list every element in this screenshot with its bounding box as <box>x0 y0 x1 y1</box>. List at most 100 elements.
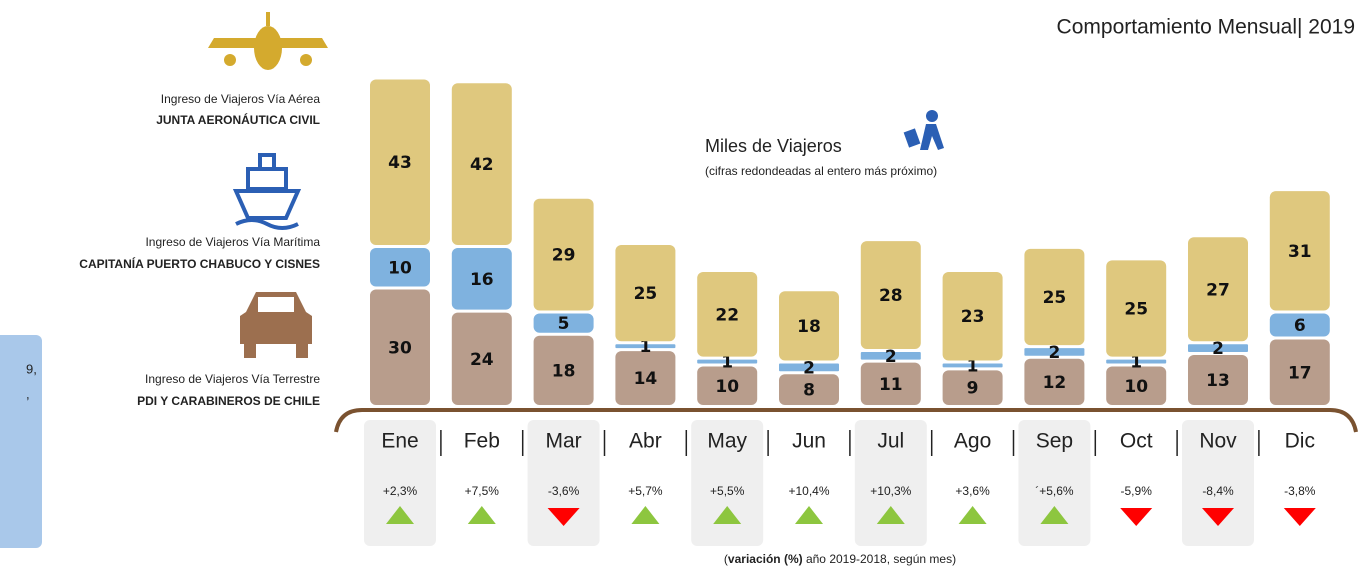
bar-segment <box>451 248 512 310</box>
value-label: 5 <box>558 314 570 334</box>
highlights <box>364 420 1254 546</box>
month-highlight <box>1018 420 1091 546</box>
value-label: 22 <box>715 305 739 325</box>
legend-source: JUNTA AERONÁUTICA CIVIL <box>156 112 320 127</box>
value-label: 12 <box>1043 373 1067 393</box>
value-label: 43 <box>388 153 412 173</box>
unit-note: (cifras redondeadas al entero más próxim… <box>705 164 937 178</box>
value-label: 17 <box>1288 363 1312 383</box>
bar-segment <box>1024 358 1085 405</box>
variation-label: +3,6% <box>955 484 990 498</box>
value-label: 6 <box>1294 316 1306 336</box>
variation-label: +5,5% <box>710 484 745 498</box>
bar-segment <box>370 248 430 287</box>
bar-segment <box>370 79 430 245</box>
up-arrow <box>876 506 905 524</box>
bar-segment <box>1024 348 1085 356</box>
bar-segment <box>451 83 512 245</box>
bar-segment <box>697 366 758 405</box>
bar-segment <box>1269 191 1330 311</box>
footnote-bold: variación (%) <box>728 552 803 566</box>
bar-segment <box>779 374 839 405</box>
bar-segment <box>533 198 594 311</box>
month-highlight <box>364 420 436 546</box>
ship-icon <box>232 153 302 230</box>
side-text: , <box>26 386 30 401</box>
bar-segment <box>1188 354 1248 405</box>
bar-segment <box>942 363 1003 368</box>
value-label: 13 <box>1206 371 1230 391</box>
bar-segment <box>779 363 839 372</box>
bar-segment <box>697 359 758 364</box>
month-highlight <box>1182 420 1254 546</box>
variation-label: +2,3% <box>383 484 418 498</box>
variation-label: +10,3% <box>870 484 911 498</box>
footnote: (variación (%) año 2019-2018, según mes) <box>724 552 956 566</box>
bar-segment <box>942 370 1003 405</box>
bar-segment <box>615 351 676 405</box>
car-icon <box>240 292 312 358</box>
value-label: 23 <box>961 307 985 327</box>
variation-label: -8,4% <box>1202 484 1234 498</box>
up-arrow <box>795 506 823 524</box>
variation-label: +7,5% <box>465 484 500 498</box>
month-label: Nov <box>1199 430 1237 453</box>
variation-label: +5,7% <box>628 484 663 498</box>
value-label: 1 <box>639 337 651 357</box>
bar-segment <box>615 344 676 349</box>
value-label: 16 <box>470 270 494 290</box>
variation-label: -3,6% <box>548 484 580 498</box>
value-label: 29 <box>552 246 576 266</box>
value-label: 2 <box>1212 339 1224 359</box>
bar-segment <box>697 271 758 357</box>
variation-label: -5,9% <box>1121 484 1153 498</box>
value-label: 10 <box>1124 377 1148 397</box>
walker-icon <box>903 110 944 150</box>
value-label: 8 <box>803 381 815 401</box>
value-label: 18 <box>797 317 821 337</box>
legend-label: Ingreso de Viajeros Vía Terrestre <box>145 372 320 386</box>
variation-label: +10,4% <box>788 484 829 498</box>
legend-label: Ingreso de Viajeros Vía Aérea <box>161 92 321 106</box>
month-highlight <box>691 420 764 546</box>
month-label: Mar <box>546 430 582 453</box>
up-arrow <box>386 506 414 524</box>
footnote-part: año 2019-2018, según mes) <box>803 552 956 566</box>
bar-segment <box>860 362 921 405</box>
month-highlight <box>854 420 927 546</box>
value-label: 42 <box>470 155 494 175</box>
value-label: 24 <box>470 350 494 370</box>
value-label: 2 <box>1048 343 1060 363</box>
month-label: Feb <box>464 430 500 453</box>
up-arrow <box>713 506 742 524</box>
footnote-part: ( <box>724 552 728 566</box>
value-label: 30 <box>388 338 412 358</box>
value-label: 14 <box>634 369 658 389</box>
side-panel <box>0 335 42 548</box>
month-label: Oct <box>1120 430 1153 453</box>
side-text: 9, <box>26 361 37 376</box>
month-label: Sep <box>1036 430 1073 453</box>
value-label: 1 <box>721 353 733 373</box>
up-arrow <box>1040 506 1069 524</box>
up-arrow <box>467 506 496 524</box>
bar-segment <box>942 271 1003 361</box>
month-label: Ene <box>381 430 418 453</box>
bar-segment <box>533 313 594 333</box>
value-label: 18 <box>552 361 576 381</box>
value-label: 11 <box>879 375 903 395</box>
down-arrow <box>1120 508 1153 526</box>
bar-segment <box>860 241 921 349</box>
legend-source: PDI Y CARABINEROS DE CHILE <box>137 394 320 408</box>
down-arrow <box>547 508 580 526</box>
month-label: Abr <box>629 430 662 453</box>
bar-segment <box>1269 339 1330 405</box>
variation-label: ´+5,6% <box>1035 484 1074 498</box>
value-label: 1 <box>967 356 979 376</box>
plane-icon <box>208 12 328 70</box>
value-label: 2 <box>885 347 897 367</box>
month-label: May <box>707 430 747 453</box>
bar-segment <box>451 312 512 405</box>
value-label: 10 <box>388 258 412 278</box>
